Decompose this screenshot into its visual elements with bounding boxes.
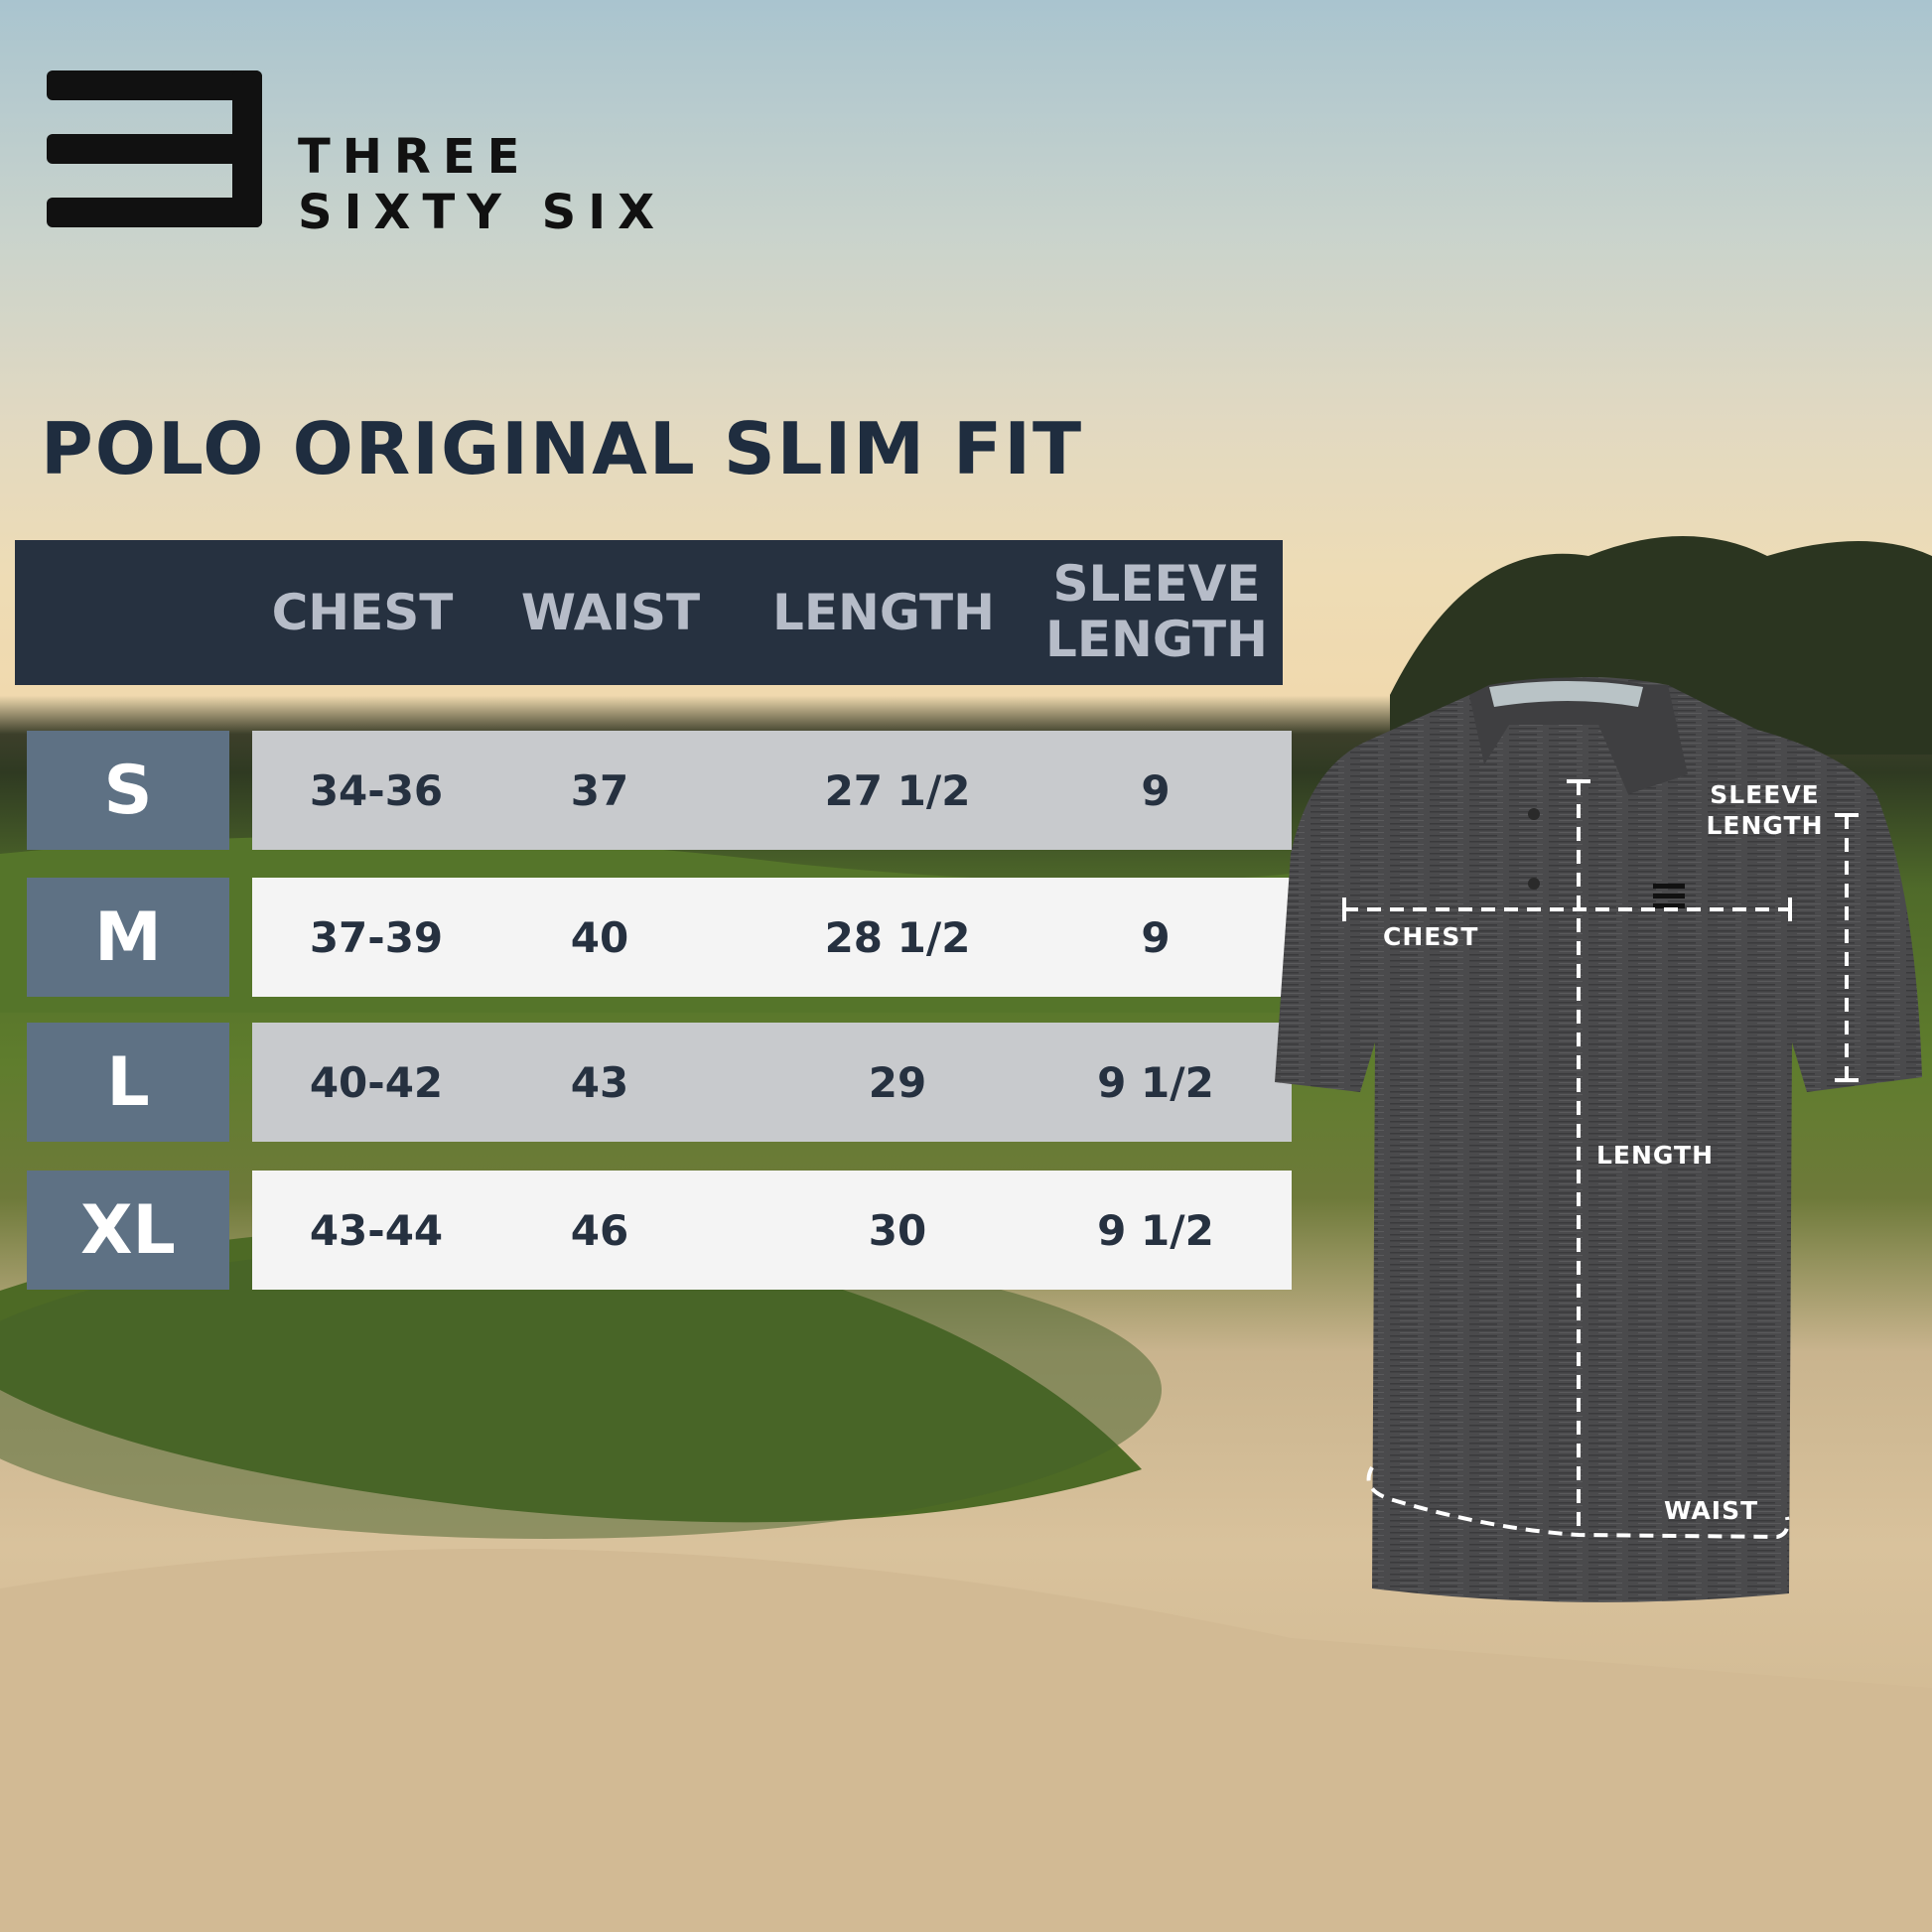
- table-row: 37-39 40 28 1/2 9: [252, 878, 1292, 997]
- diagram-label-sleeve-line2: LENGTH: [1706, 811, 1824, 840]
- size-label: L: [27, 1023, 229, 1142]
- header-sleeve-line2: LENGTH: [1045, 611, 1268, 668]
- diagram-label-length: LENGTH: [1596, 1141, 1714, 1170]
- diagram-label-sleeve-line1: SLEEVE: [1710, 780, 1820, 809]
- header-waist: WAIST: [520, 584, 701, 641]
- table-row: 43-44 46 30 9 1/2: [252, 1171, 1292, 1290]
- waist-value: 37: [570, 765, 629, 815]
- collar: [1469, 677, 1688, 794]
- length-value: 28 1/2: [824, 912, 971, 962]
- waist-value: 40: [570, 912, 629, 962]
- table-row: 34-36 37 27 1/2 9: [252, 731, 1292, 850]
- sleeve-value: 9 1/2: [1097, 1205, 1214, 1255]
- brand-name-line2: SIXTY SIX: [298, 185, 667, 240]
- chest-value: 37-39: [309, 912, 444, 962]
- waist-value: 43: [570, 1057, 629, 1107]
- waist-value: 46: [570, 1205, 629, 1255]
- header-length: LENGTH: [772, 584, 995, 641]
- brand-name-line1: THREE: [298, 129, 532, 185]
- sleeve-value: 9: [1141, 912, 1171, 962]
- size-table-header: CHEST WAIST LENGTH SLEEVE LENGTH: [15, 540, 1283, 685]
- sleeve-value: 9 1/2: [1097, 1057, 1214, 1107]
- chest-value: 40-42: [309, 1057, 444, 1107]
- length-value: 27 1/2: [824, 765, 971, 815]
- chest-logo-icon: [1653, 884, 1685, 908]
- diagram-label-chest: CHEST: [1383, 922, 1479, 951]
- size-label: M: [27, 878, 229, 997]
- sleeve-value: 9: [1141, 765, 1171, 815]
- table-row: 40-42 43 29 9 1/2: [252, 1023, 1292, 1142]
- header-chest: CHEST: [271, 584, 454, 641]
- chest-value: 43-44: [309, 1205, 444, 1255]
- length-value: 30: [868, 1205, 927, 1255]
- page-title: POLO ORIGINAL SLIM FIT: [41, 407, 1084, 490]
- size-label: XL: [27, 1171, 229, 1290]
- measurement-lines: [1342, 779, 1859, 1540]
- polo-shirt-diagram: [1275, 677, 1922, 1602]
- brand-logo-icon: [47, 70, 262, 227]
- length-value: 29: [868, 1057, 927, 1107]
- chest-value: 34-36: [309, 765, 444, 815]
- header-sleeve-line1: SLEEVE: [1052, 555, 1261, 613]
- diagram-label-waist: WAIST: [1664, 1496, 1759, 1525]
- size-label: S: [27, 731, 229, 850]
